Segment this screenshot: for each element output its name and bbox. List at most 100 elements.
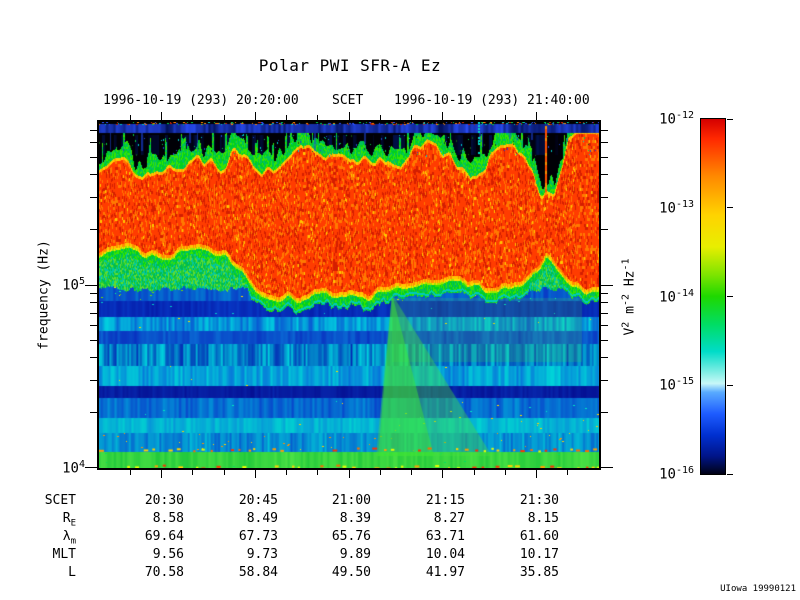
tick bbox=[727, 384, 733, 386]
tick bbox=[601, 466, 613, 468]
tick bbox=[379, 115, 381, 120]
tick bbox=[567, 115, 569, 120]
y-tick-label-1e5: 105 bbox=[62, 276, 85, 294]
ephemeris-row-label-mlt: MLT bbox=[52, 547, 76, 562]
time-range-start: 1996-10-19 (293) 20:20:00 bbox=[103, 93, 299, 108]
table-cell: 21:15 bbox=[425, 493, 465, 508]
colorbar-tick-label: 10-13 bbox=[659, 199, 694, 217]
tick bbox=[442, 470, 444, 478]
tick bbox=[192, 470, 194, 475]
tick bbox=[601, 302, 608, 304]
colorbar-tick-label: 10-15 bbox=[659, 376, 694, 394]
tick bbox=[601, 412, 608, 414]
spectrogram-plot-area bbox=[97, 120, 601, 470]
y-axis-label: frequency (Hz) bbox=[36, 240, 52, 350]
tick bbox=[90, 312, 97, 314]
table-cell: 20:30 bbox=[144, 493, 184, 508]
tick bbox=[90, 412, 97, 414]
tick bbox=[473, 470, 475, 475]
tick bbox=[442, 112, 444, 120]
tick bbox=[90, 229, 97, 231]
tick bbox=[348, 470, 350, 478]
table-cell: 10.04 bbox=[425, 547, 465, 562]
tick bbox=[223, 470, 225, 475]
credit-text: UIowa 19990121 bbox=[720, 584, 796, 594]
table-cell: 63.71 bbox=[425, 529, 465, 544]
tick bbox=[90, 197, 97, 199]
tick bbox=[129, 470, 131, 475]
tick bbox=[601, 174, 608, 176]
table-cell: 8.39 bbox=[339, 511, 371, 526]
table-cell: 35.85 bbox=[519, 565, 559, 580]
tick bbox=[317, 115, 319, 120]
tick bbox=[90, 174, 97, 176]
tick bbox=[601, 229, 608, 231]
tick bbox=[192, 115, 194, 120]
tick bbox=[727, 118, 733, 120]
tick bbox=[601, 292, 608, 294]
y-tick-label-1e4: 104 bbox=[62, 459, 85, 477]
tick bbox=[411, 470, 412, 475]
table-cell: 49.50 bbox=[331, 565, 371, 580]
tick bbox=[727, 207, 733, 209]
table-cell: 70.58 bbox=[144, 565, 184, 580]
table-cell: 8.49 bbox=[246, 511, 278, 526]
plot-title: Polar PWI SFR-A Ez bbox=[258, 56, 442, 75]
tick bbox=[601, 312, 608, 314]
table-cell: 67.73 bbox=[238, 529, 278, 544]
table-cell: 9.89 bbox=[339, 547, 371, 562]
tick bbox=[601, 325, 608, 327]
table-cell: 41.97 bbox=[425, 565, 465, 580]
table-cell: 61.60 bbox=[519, 529, 559, 544]
tick bbox=[473, 115, 475, 120]
colorbar-tick-label: 10-16 bbox=[659, 465, 694, 483]
table-cell: 10.17 bbox=[519, 547, 559, 562]
tick bbox=[727, 473, 733, 475]
tick bbox=[129, 115, 131, 120]
tick bbox=[411, 115, 412, 120]
colorbar-tick-label: 10-12 bbox=[659, 110, 694, 128]
table-cell: 21:00 bbox=[331, 493, 371, 508]
tick bbox=[85, 284, 97, 286]
tick bbox=[504, 470, 506, 475]
tick bbox=[90, 142, 97, 144]
table-cell: 65.76 bbox=[331, 529, 371, 544]
table-cell: 8.15 bbox=[527, 511, 559, 526]
spectrogram-canvas bbox=[99, 122, 599, 468]
tick bbox=[601, 142, 608, 144]
tick bbox=[601, 380, 608, 382]
tick bbox=[601, 156, 608, 158]
tick bbox=[90, 292, 97, 294]
tick bbox=[90, 357, 97, 359]
colorbar-tick-label: 10-14 bbox=[659, 288, 694, 306]
tick bbox=[504, 115, 506, 120]
tick bbox=[161, 112, 162, 120]
colorbar bbox=[700, 118, 726, 475]
tick bbox=[286, 115, 287, 120]
table-cell: 8.27 bbox=[433, 511, 465, 526]
tick bbox=[727, 296, 733, 297]
table-cell: 8.58 bbox=[152, 511, 184, 526]
tick bbox=[348, 112, 350, 120]
table-cell: 69.64 bbox=[144, 529, 184, 544]
tick bbox=[90, 325, 97, 327]
tick bbox=[90, 339, 97, 341]
time-range-end: 1996-10-19 (293) 21:40:00 bbox=[394, 93, 590, 108]
tick bbox=[286, 470, 287, 475]
tick bbox=[90, 380, 97, 382]
table-cell: 9.56 bbox=[152, 547, 184, 562]
tick bbox=[601, 339, 608, 341]
ephemeris-row-label-l: L bbox=[68, 565, 76, 580]
tick bbox=[317, 470, 319, 475]
ephemeris-row-label-lambda: λm bbox=[62, 529, 76, 547]
tick bbox=[379, 470, 381, 475]
table-cell: 58.84 bbox=[238, 565, 278, 580]
tick bbox=[161, 470, 162, 478]
time-axis-label: SCET bbox=[332, 93, 364, 108]
tick bbox=[601, 129, 608, 131]
table-cell: 21:30 bbox=[519, 493, 559, 508]
colorbar-unit-label: V2 m-2 Hz-1 bbox=[620, 258, 638, 336]
tick bbox=[536, 112, 537, 120]
tick bbox=[90, 156, 97, 158]
